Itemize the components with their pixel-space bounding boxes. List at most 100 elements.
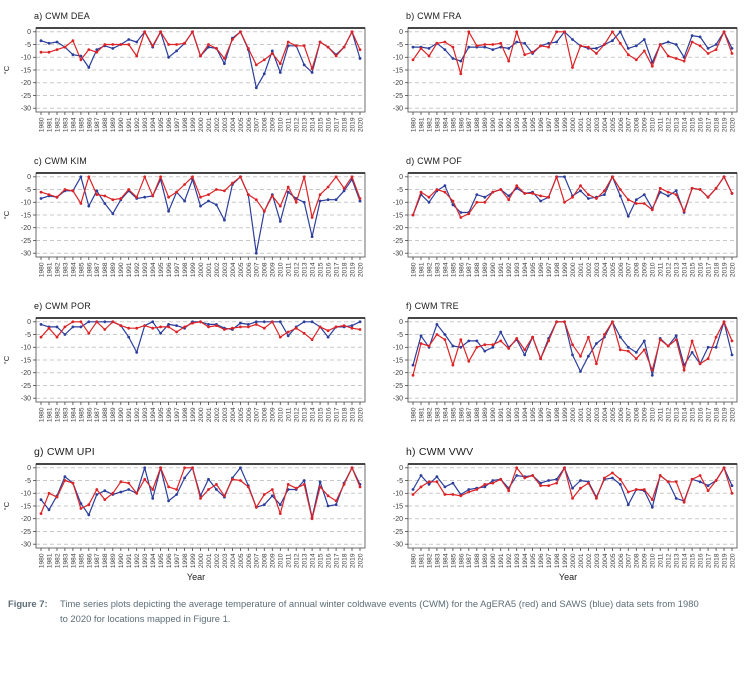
svg-text:2000: 2000 <box>198 407 205 422</box>
svg-text:1982: 1982 <box>54 407 61 422</box>
svg-text:2001: 2001 <box>578 553 585 568</box>
svg-text:0: 0 <box>399 174 403 181</box>
svg-text:1982: 1982 <box>426 262 433 277</box>
svg-text:1994: 1994 <box>150 262 157 277</box>
svg-text:2018: 2018 <box>341 407 348 422</box>
svg-text:1982: 1982 <box>426 117 433 132</box>
svg-text:2000: 2000 <box>198 117 205 132</box>
svg-text:2003: 2003 <box>222 262 229 277</box>
svg-text:2000: 2000 <box>198 262 205 277</box>
svg-text:1997: 1997 <box>546 262 553 277</box>
svg-text:2010: 2010 <box>278 117 285 132</box>
svg-text:-10: -10 <box>21 199 31 206</box>
svg-text:1985: 1985 <box>78 262 85 277</box>
svg-text:2010: 2010 <box>650 553 657 568</box>
svg-text:2012: 2012 <box>666 553 673 568</box>
svg-text:2011: 2011 <box>286 407 293 422</box>
svg-text:2002: 2002 <box>214 553 221 568</box>
svg-text:1988: 1988 <box>102 407 109 422</box>
svg-text:2020: 2020 <box>729 553 736 568</box>
svg-text:2008: 2008 <box>634 407 641 422</box>
svg-text:2006: 2006 <box>246 407 253 422</box>
svg-text:1998: 1998 <box>182 117 189 132</box>
svg-text:2007: 2007 <box>626 262 633 277</box>
svg-text:2018: 2018 <box>713 117 720 132</box>
svg-text:2011: 2011 <box>286 262 293 277</box>
svg-text:1993: 1993 <box>142 117 149 132</box>
svg-text:-10: -10 <box>393 344 403 351</box>
svg-text:1989: 1989 <box>482 262 489 277</box>
svg-text:2012: 2012 <box>294 407 301 422</box>
svg-text:2000: 2000 <box>570 117 577 132</box>
svg-text:1993: 1993 <box>142 553 149 568</box>
svg-text:1996: 1996 <box>166 407 173 422</box>
svg-text:2016: 2016 <box>326 262 333 277</box>
svg-text:-20: -20 <box>393 370 403 377</box>
svg-text:2014: 2014 <box>310 407 317 422</box>
svg-text:1986: 1986 <box>458 262 465 277</box>
svg-text:2007: 2007 <box>626 117 633 132</box>
svg-text:-10: -10 <box>21 54 31 61</box>
svg-text:1992: 1992 <box>134 553 141 568</box>
svg-text:2014: 2014 <box>310 117 317 132</box>
svg-text:1986: 1986 <box>86 553 93 568</box>
svg-text:2007: 2007 <box>254 117 261 132</box>
svg-text:2004: 2004 <box>602 407 609 422</box>
svg-text:1988: 1988 <box>474 407 481 422</box>
svg-text:1989: 1989 <box>110 407 117 422</box>
svg-text:2016: 2016 <box>326 407 333 422</box>
svg-text:2010: 2010 <box>650 117 657 132</box>
svg-text:2007: 2007 <box>626 553 633 568</box>
svg-text:°C: °C <box>2 501 11 510</box>
svg-text:2000: 2000 <box>198 553 205 568</box>
svg-text:2006: 2006 <box>618 117 625 132</box>
svg-text:2010: 2010 <box>278 262 285 277</box>
svg-text:2005: 2005 <box>238 262 245 277</box>
svg-text:1995: 1995 <box>530 553 537 568</box>
svg-text:°C: °C <box>2 65 11 74</box>
svg-text:-10: -10 <box>21 344 31 351</box>
svg-text:2003: 2003 <box>594 407 601 422</box>
svg-text:1988: 1988 <box>474 553 481 568</box>
svg-text:1993: 1993 <box>514 262 521 277</box>
svg-text:-15: -15 <box>393 357 403 364</box>
svg-text:2013: 2013 <box>674 553 681 568</box>
svg-text:2020: 2020 <box>357 262 364 277</box>
svg-text:2008: 2008 <box>262 553 269 568</box>
svg-text:1991: 1991 <box>498 553 505 568</box>
panel-title-h: h) CWM VWV <box>406 445 474 458</box>
x-axis-label: Year <box>186 572 206 583</box>
svg-text:1985: 1985 <box>450 117 457 132</box>
svg-text:2004: 2004 <box>602 262 609 277</box>
svg-text:1980: 1980 <box>410 117 417 132</box>
svg-text:0: 0 <box>27 465 31 472</box>
svg-text:2008: 2008 <box>634 262 641 277</box>
svg-text:1993: 1993 <box>142 407 149 422</box>
svg-text:1983: 1983 <box>62 262 69 277</box>
svg-text:2018: 2018 <box>341 117 348 132</box>
svg-text:2015: 2015 <box>318 407 325 422</box>
svg-text:2015: 2015 <box>690 117 697 132</box>
svg-text:-20: -20 <box>21 370 31 377</box>
svg-text:1981: 1981 <box>46 262 53 277</box>
svg-text:2008: 2008 <box>634 117 641 132</box>
svg-text:1986: 1986 <box>86 262 93 277</box>
svg-text:2010: 2010 <box>278 407 285 422</box>
svg-text:1994: 1994 <box>522 117 529 132</box>
svg-text:1994: 1994 <box>522 262 529 277</box>
svg-text:2011: 2011 <box>286 117 293 132</box>
svg-text:-20: -20 <box>393 225 403 232</box>
svg-text:0: 0 <box>27 319 31 326</box>
svg-text:2005: 2005 <box>610 262 617 277</box>
svg-text:2008: 2008 <box>634 553 641 568</box>
svg-text:1996: 1996 <box>166 262 173 277</box>
svg-text:2006: 2006 <box>246 262 253 277</box>
panel-title-b: b) CWM FRA <box>406 11 462 21</box>
svg-text:1984: 1984 <box>442 117 449 132</box>
svg-text:2014: 2014 <box>682 117 689 132</box>
svg-text:1993: 1993 <box>142 262 149 277</box>
svg-text:1988: 1988 <box>474 262 481 277</box>
svg-text:-25: -25 <box>21 93 31 100</box>
svg-text:1985: 1985 <box>450 407 457 422</box>
